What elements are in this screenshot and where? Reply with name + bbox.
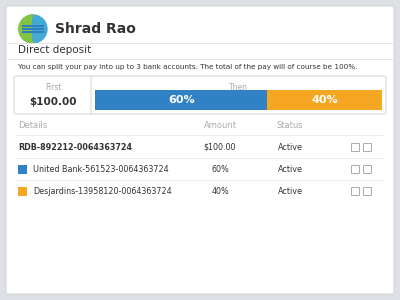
Text: 40%: 40% [311,95,338,105]
FancyBboxPatch shape [267,90,382,110]
FancyBboxPatch shape [22,28,44,30]
FancyBboxPatch shape [22,25,44,27]
FancyBboxPatch shape [91,76,386,114]
Text: RDB-892212-0064363724: RDB-892212-0064363724 [18,142,132,152]
Text: United Bank-561523-0064363724: United Bank-561523-0064363724 [33,164,169,173]
FancyBboxPatch shape [6,6,394,294]
Wedge shape [19,15,33,43]
Text: Active: Active [278,187,302,196]
FancyBboxPatch shape [22,31,44,33]
Text: Shrad Rao: Shrad Rao [55,22,136,36]
Text: Details: Details [18,122,47,130]
Text: Amount: Amount [204,122,236,130]
FancyBboxPatch shape [95,90,267,110]
Text: Desjardins-13958120-0064363724: Desjardins-13958120-0064363724 [33,187,172,196]
Text: Active: Active [278,142,302,152]
FancyBboxPatch shape [18,187,27,196]
Text: Active: Active [278,164,302,173]
Text: $100.00: $100.00 [204,142,236,152]
Text: $100.00: $100.00 [30,97,77,107]
Text: 60%: 60% [168,95,194,105]
Text: First: First [45,82,62,91]
Text: Then: Then [229,82,248,91]
Circle shape [19,15,47,43]
Text: You can split your pay into up to 3 bank accounts. The total of the pay will of : You can split your pay into up to 3 bank… [18,64,357,70]
Text: Status: Status [277,122,303,130]
FancyBboxPatch shape [14,76,93,114]
Text: 40%: 40% [211,187,229,196]
Text: 60%: 60% [211,164,229,173]
FancyBboxPatch shape [18,164,27,173]
FancyBboxPatch shape [32,17,34,41]
Text: Direct deposit: Direct deposit [18,45,91,55]
